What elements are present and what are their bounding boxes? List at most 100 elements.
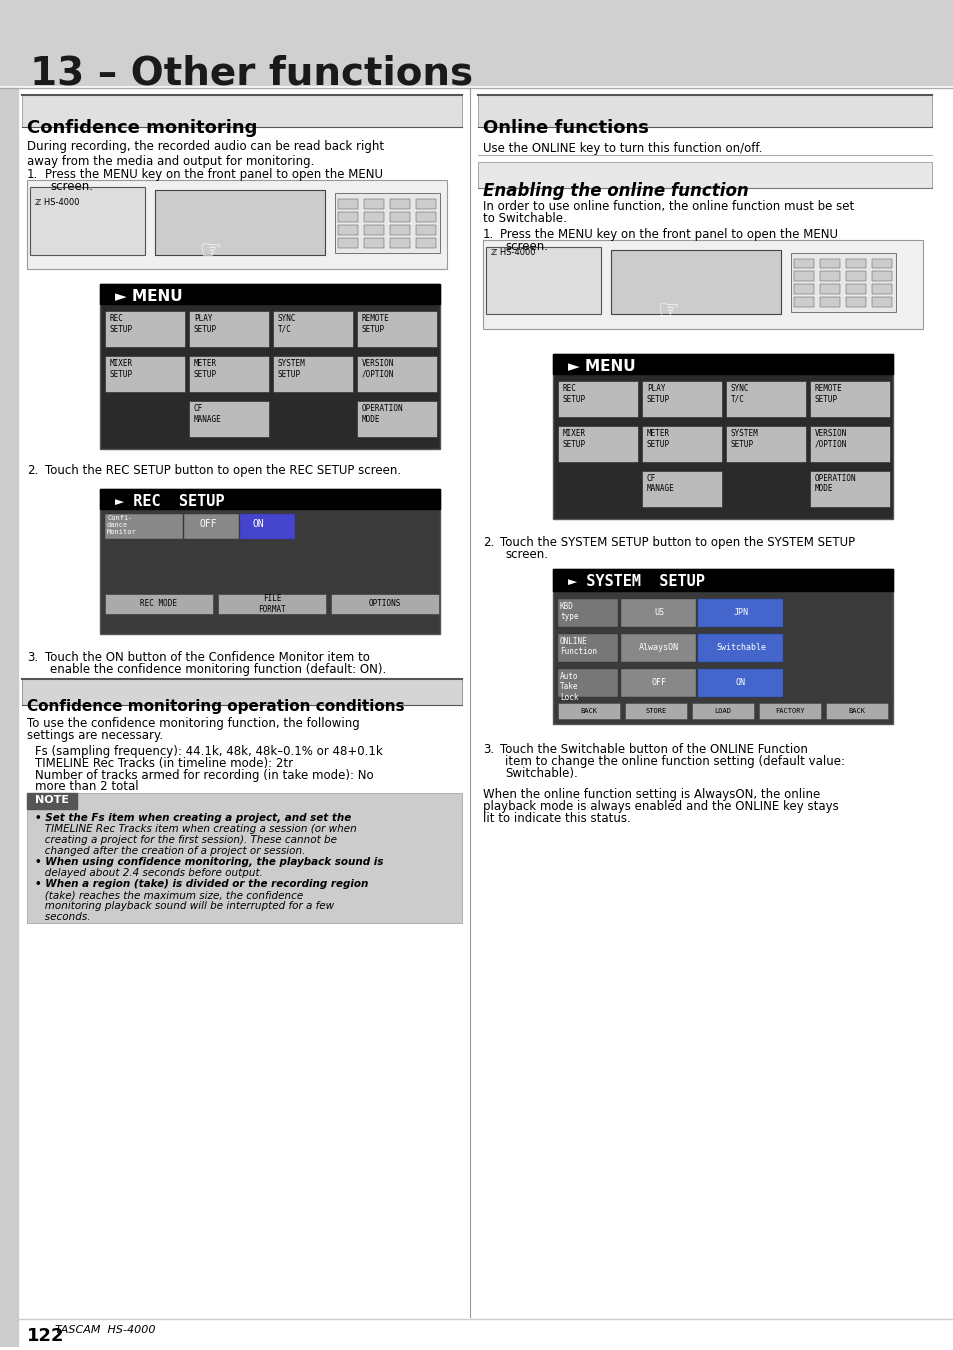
Bar (553, 568, 892, 724)
Bar (558, 633, 618, 662)
Bar (390, 212, 410, 221)
Bar (154, 189, 325, 255)
Text: settings are necessary.: settings are necessary. (27, 729, 163, 741)
Text: MIXER
SETUP: MIXER SETUP (562, 429, 585, 448)
Bar (189, 401, 269, 437)
Text: 122: 122 (27, 1327, 65, 1346)
Bar (553, 354, 892, 374)
Text: ► MENU: ► MENU (115, 289, 182, 305)
Bar (871, 271, 891, 281)
Bar (0, 0, 953, 85)
Bar (641, 427, 721, 462)
Text: VERSION
/OPTION: VERSION /OPTION (814, 429, 846, 448)
Bar (558, 381, 638, 417)
Text: FACTORY: FACTORY (774, 707, 804, 714)
Text: Confidence monitoring: Confidence monitoring (27, 119, 257, 136)
Text: Touch the ON button of the Confidence Monitor item to: Touch the ON button of the Confidence Mo… (45, 651, 370, 664)
Text: monitoring playback sound will be interrupted for a few: monitoring playback sound will be interr… (35, 902, 334, 911)
Text: Press the MENU key on the front panel to open the MENU: Press the MENU key on the front panel to… (499, 228, 837, 240)
Bar (641, 471, 721, 508)
Text: SYSTEM
SETUP: SYSTEM SETUP (730, 429, 758, 448)
Bar (558, 702, 619, 718)
Bar (641, 381, 721, 417)
Bar (558, 427, 638, 462)
Bar (482, 239, 923, 329)
Text: 3.: 3. (27, 651, 38, 664)
Text: Auto
Take
Lock: Auto Take Lock (559, 672, 578, 702)
Bar (553, 568, 892, 591)
Bar (698, 599, 782, 626)
Bar (364, 238, 384, 247)
Bar (620, 633, 696, 662)
Text: screen.: screen. (504, 239, 547, 252)
Bar (364, 198, 384, 209)
Bar (364, 224, 384, 235)
Bar (30, 186, 145, 255)
Bar (820, 258, 840, 269)
Bar (845, 258, 865, 269)
Text: Switchable: Switchable (716, 643, 765, 652)
Bar (218, 594, 326, 614)
Text: OFF: OFF (200, 518, 217, 529)
Text: SYNC
T/C: SYNC T/C (730, 385, 749, 404)
Bar (416, 212, 436, 221)
Bar (809, 381, 889, 417)
Text: • Set the Fs item when creating a project, and set the: • Set the Fs item when creating a projec… (35, 814, 351, 824)
Text: Press the MENU key on the front panel to open the MENU: Press the MENU key on the front panel to… (45, 167, 382, 181)
Bar (820, 285, 840, 294)
Bar (871, 258, 891, 269)
Bar (390, 198, 410, 209)
Bar (793, 258, 813, 269)
Text: ► REC  SETUP: ► REC SETUP (115, 494, 224, 509)
Text: 13 – Other functions: 13 – Other functions (30, 55, 473, 93)
Bar (356, 312, 436, 347)
Text: OPERATION
MODE: OPERATION MODE (814, 474, 856, 494)
Bar (100, 285, 439, 450)
Text: ► SYSTEM  SETUP: ► SYSTEM SETUP (567, 574, 704, 589)
Bar (793, 297, 813, 308)
Bar (240, 514, 294, 539)
Text: Touch the Switchable button of the ONLINE Function: Touch the Switchable button of the ONLIN… (499, 743, 807, 756)
Text: US: US (654, 609, 663, 617)
Text: 3.: 3. (482, 743, 494, 756)
Bar (793, 285, 813, 294)
Bar (553, 354, 892, 518)
Text: Switchable).: Switchable). (504, 767, 578, 779)
Text: CF
MANAGE: CF MANAGE (646, 474, 674, 494)
Text: STORE: STORE (644, 707, 666, 714)
Bar (845, 297, 865, 308)
Text: KBD
type: KBD type (559, 602, 578, 621)
Text: MIXER
SETUP: MIXER SETUP (110, 359, 133, 379)
Bar (698, 668, 782, 697)
Bar (620, 599, 696, 626)
Text: ON: ON (735, 678, 745, 687)
Bar (184, 514, 239, 539)
Text: (take) reaches the maximum size, the confidence: (take) reaches the maximum size, the con… (35, 890, 303, 900)
Bar (820, 271, 840, 281)
Bar (477, 95, 931, 127)
Text: delayed about 2.4 seconds before output.: delayed about 2.4 seconds before output. (35, 868, 263, 879)
Text: ☞: ☞ (658, 300, 679, 324)
Bar (825, 702, 887, 718)
Bar (809, 471, 889, 508)
Bar (105, 514, 183, 539)
Bar (390, 224, 410, 235)
Bar (27, 180, 447, 270)
Text: When the online function setting is AlwaysON, the online: When the online function setting is Alwa… (482, 788, 820, 802)
Bar (337, 224, 357, 235)
Text: changed after the creation of a project or session.: changed after the creation of a project … (35, 846, 305, 856)
Bar (335, 193, 439, 252)
Bar (871, 285, 891, 294)
Text: BACK: BACK (847, 707, 864, 714)
Bar (22, 95, 461, 127)
Text: 2.: 2. (27, 464, 38, 477)
Text: During recording, the recorded audio can be read back right
away from the media : During recording, the recorded audio can… (27, 140, 384, 167)
Bar (273, 312, 353, 347)
Bar (725, 381, 805, 417)
Text: Confidence monitoring operation conditions: Confidence monitoring operation conditio… (27, 699, 404, 714)
Text: JPN: JPN (733, 609, 748, 617)
Text: ℤ HS-4000: ℤ HS-4000 (491, 247, 535, 256)
Text: enable the confidence monitoring function (default: ON).: enable the confidence monitoring functio… (50, 663, 386, 676)
Text: OFF: OFF (651, 678, 666, 687)
Text: To use the confidence monitoring function, the following: To use the confidence monitoring functio… (27, 717, 359, 729)
